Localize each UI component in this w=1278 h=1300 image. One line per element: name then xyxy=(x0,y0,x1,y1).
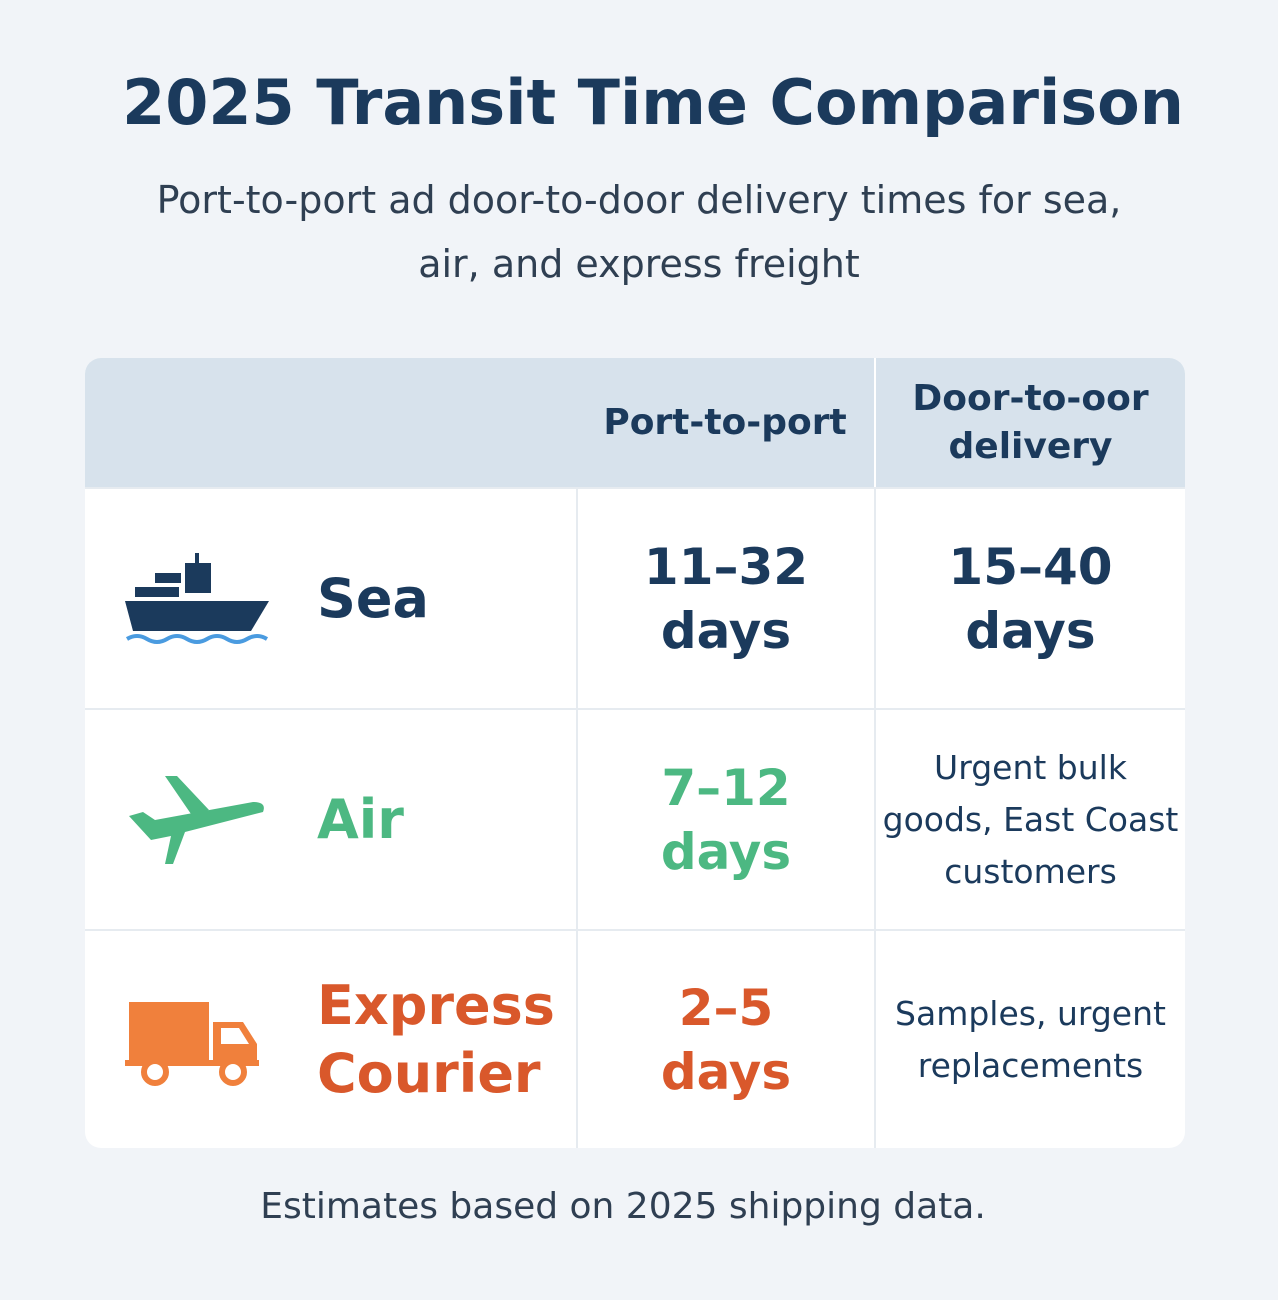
mode-cell: Air xyxy=(85,708,576,929)
mode-cell: Express Courier xyxy=(85,929,576,1148)
column-header: Port-to-port xyxy=(576,358,874,487)
subtitle: Port-to-port ad door-to-door delivery ti… xyxy=(156,178,1122,286)
mode-label: Air xyxy=(317,787,404,851)
plane-icon xyxy=(129,775,264,864)
port-time: 11–32 days xyxy=(576,487,874,708)
mode-cell: Sea xyxy=(85,487,576,708)
port-time: 2–5 days xyxy=(576,929,874,1148)
column-header: Door-to-oor delivery xyxy=(874,358,1185,487)
door-time: 15–40 days xyxy=(874,487,1185,708)
title: 2025 Transit Time Comparison xyxy=(122,66,1184,139)
footer-note: Estimates based on 2025 shipping data. xyxy=(260,1186,986,1227)
mode-label: Sea xyxy=(317,566,429,630)
comparison-table: Port-to-port Door-to-oor delivery Sea 11… xyxy=(85,358,1185,1148)
truck-icon xyxy=(125,1001,259,1086)
header-blank xyxy=(85,358,576,487)
port-time: 7–12 days xyxy=(576,708,874,929)
ship-icon xyxy=(125,552,269,644)
door-note: Urgent bulk goods, East Coast customers xyxy=(874,708,1185,929)
mode-label: Express Courier xyxy=(317,973,555,1105)
door-note: Samples, urgent replacements xyxy=(874,929,1185,1148)
